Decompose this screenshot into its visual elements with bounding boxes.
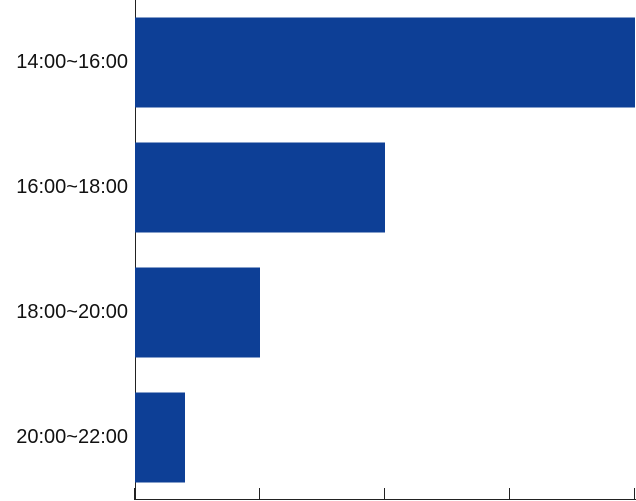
bar xyxy=(135,392,185,483)
y-tick-label: 16:00~18:00 xyxy=(16,176,128,198)
y-tick-label: 18:00~20:00 xyxy=(16,301,128,323)
y-tick-label: 14:00~16:00 xyxy=(16,51,128,73)
bar xyxy=(135,142,385,233)
y-tick-label: 20:00~22:00 xyxy=(16,426,128,448)
bar xyxy=(135,17,635,108)
bar xyxy=(135,267,260,358)
